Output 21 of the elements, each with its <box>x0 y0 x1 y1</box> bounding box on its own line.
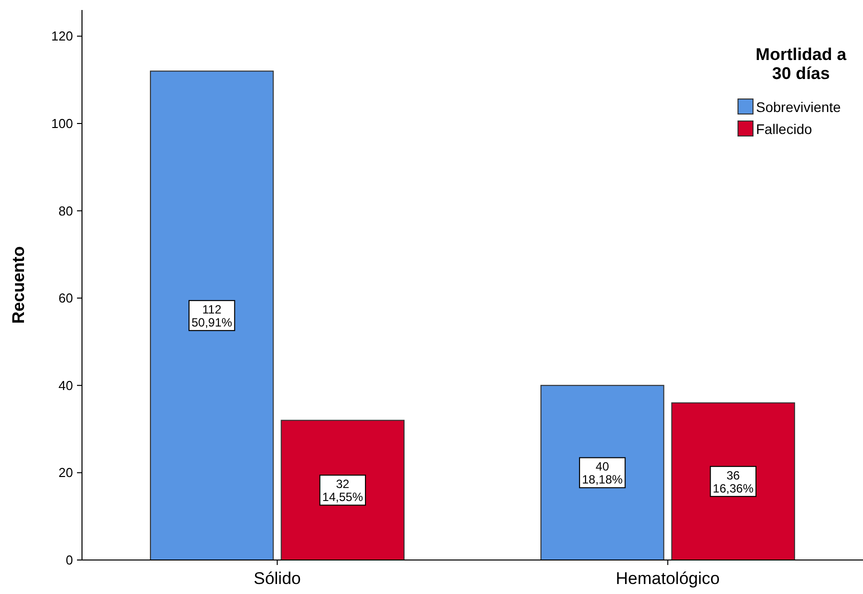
legend-label: Sobreviviente <box>756 99 842 115</box>
bar <box>540 384 664 560</box>
y-tick-label: 80 <box>58 203 73 218</box>
legend-title: Mortlidad a 30 días <box>756 45 847 83</box>
bar <box>280 420 405 560</box>
x-tick-label: Sólido <box>254 569 301 588</box>
y-tick-label: 60 <box>58 290 73 306</box>
y-axis-title: Recuento <box>9 246 28 324</box>
bar <box>150 70 274 560</box>
data-label: 36 16,36% <box>712 468 754 496</box>
y-tick-label: 120 <box>51 28 73 44</box>
data-label: 112 50,91% <box>191 302 233 330</box>
bar <box>671 402 796 560</box>
y-tick-label: 40 <box>58 378 73 393</box>
y-tick-label: 20 <box>58 465 73 480</box>
y-tick-label: 100 <box>51 116 73 132</box>
x-tick-label: Hematológico <box>616 569 720 588</box>
legend-label: Fallecido <box>756 121 812 137</box>
data-label: 32 14,55% <box>322 477 364 504</box>
data-label: 40 18,18% <box>582 460 624 487</box>
y-tick-label: 0 <box>66 552 73 568</box>
